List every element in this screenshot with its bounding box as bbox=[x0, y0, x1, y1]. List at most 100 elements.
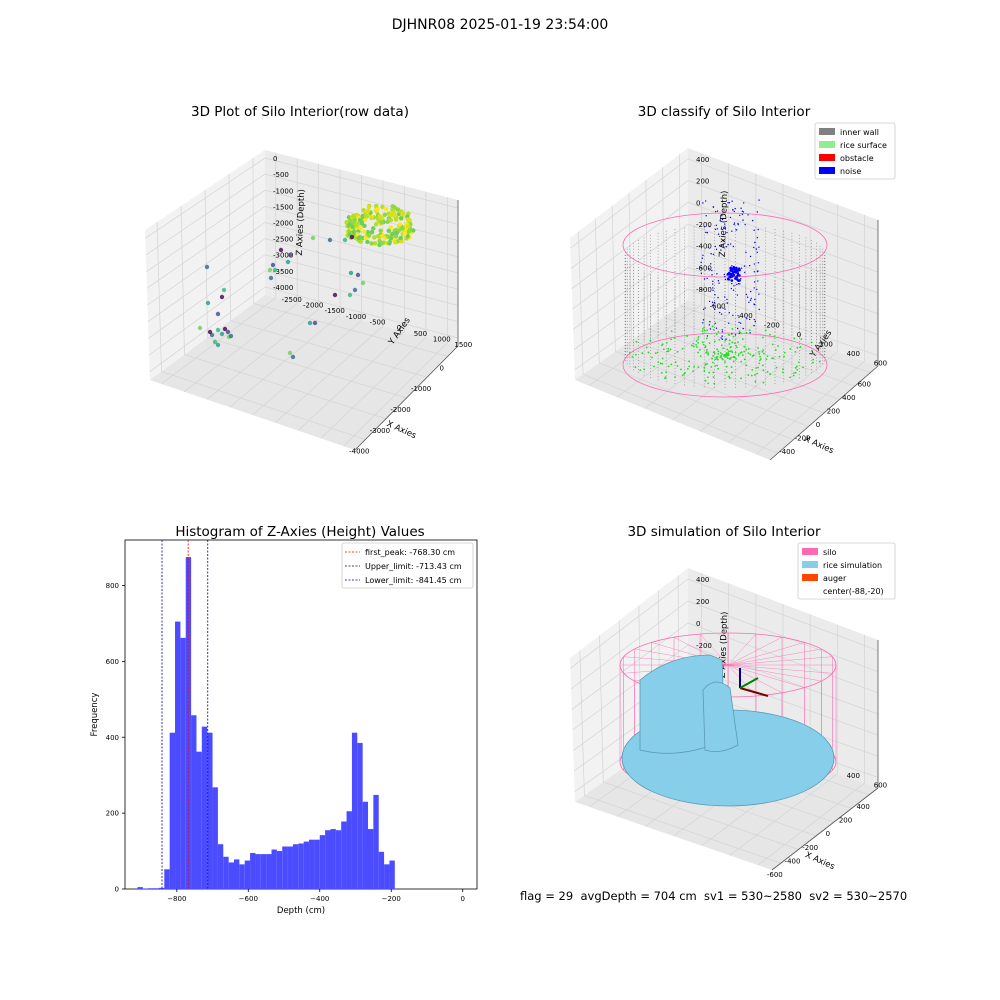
p2-rice-point bbox=[725, 353, 727, 355]
p2-noise-point bbox=[742, 219, 743, 220]
p2-rice-point bbox=[728, 334, 730, 336]
p2-noise-point bbox=[754, 299, 755, 300]
p2-noise-point bbox=[713, 254, 714, 255]
p2-rice-point bbox=[655, 352, 657, 354]
p2-noise-point bbox=[701, 273, 702, 274]
p1-scatter-point bbox=[220, 332, 224, 336]
p1-ring-point bbox=[380, 205, 384, 209]
p2-noise-point bbox=[737, 279, 740, 282]
p2-noise-point bbox=[731, 200, 732, 201]
p2-rice-point bbox=[702, 333, 704, 335]
p1-scatter-point bbox=[205, 265, 209, 269]
p1-ring-point bbox=[365, 240, 369, 244]
p2-noise-point bbox=[712, 287, 713, 288]
p2-x-tick-label: 400 bbox=[842, 394, 855, 402]
p1-ring-point bbox=[406, 224, 410, 228]
p2-noise-point bbox=[731, 270, 734, 273]
p2-noise-point bbox=[716, 249, 717, 250]
p2-rice-point bbox=[663, 348, 665, 350]
p1-ring-point bbox=[387, 241, 391, 245]
p2-rice-point bbox=[782, 372, 784, 374]
p2-rice-point bbox=[677, 351, 679, 353]
p2-noise-point bbox=[718, 282, 719, 283]
p2-rice-point bbox=[793, 338, 795, 340]
p2-rice-point bbox=[728, 354, 730, 356]
p2-noise-point bbox=[708, 247, 709, 248]
p1-ring-point bbox=[372, 235, 376, 239]
p2-noise-point bbox=[754, 271, 755, 272]
p2-y-tick-label: -600 bbox=[710, 303, 726, 311]
p2-rice-point bbox=[704, 330, 706, 332]
p2-rice-point bbox=[812, 362, 814, 364]
p2-rice-point bbox=[635, 366, 637, 368]
p1-scatter-point bbox=[208, 330, 212, 334]
p2-noise-point bbox=[754, 304, 755, 305]
panel1-3d-scatter: -4000-3000-2000-10000150010005000-500-10… bbox=[130, 140, 510, 470]
p2-rice-point bbox=[800, 338, 802, 340]
p2-rice-point bbox=[737, 341, 739, 343]
p3-histogram-bar bbox=[368, 829, 373, 889]
p2-rice-point bbox=[662, 343, 664, 345]
p2-noise-point bbox=[756, 289, 757, 290]
p2-rice-point bbox=[745, 349, 747, 351]
p2-rice-point bbox=[688, 360, 690, 362]
p3-y-tick-label: 200 bbox=[106, 810, 119, 818]
p2-rice-point bbox=[688, 365, 690, 367]
p2-noise-point bbox=[757, 237, 758, 238]
p2-rice-point bbox=[674, 337, 676, 339]
p1-ring-point bbox=[376, 234, 380, 238]
p3-y-tick-label: 800 bbox=[106, 582, 119, 590]
p1-ring-point bbox=[402, 232, 406, 236]
p3-histogram-bar bbox=[325, 830, 330, 889]
p2-rice-point bbox=[736, 346, 738, 348]
p2-noise-point bbox=[728, 273, 731, 276]
p3-histogram-bar bbox=[309, 840, 314, 889]
p3-histogram-bar bbox=[138, 887, 143, 889]
p1-z-tick-label: 0 bbox=[273, 155, 277, 163]
p2-rice-point bbox=[713, 329, 715, 331]
p3-histogram-bar bbox=[293, 844, 298, 889]
p2-noise-point bbox=[744, 272, 745, 273]
p3-histogram-bar bbox=[363, 802, 368, 889]
p2-noise-point bbox=[722, 331, 723, 332]
p1-scatter-point bbox=[216, 328, 220, 332]
p2-rice-point bbox=[742, 338, 744, 340]
p2-rice-point bbox=[717, 356, 719, 358]
p2-rice-point bbox=[716, 365, 718, 367]
p2-noise-point bbox=[758, 199, 759, 200]
p1-ring-point bbox=[360, 221, 364, 225]
p2-noise-point bbox=[740, 278, 741, 279]
p3-histogram-bar bbox=[341, 821, 346, 889]
p2-legend-label: rice surface bbox=[840, 141, 887, 150]
p3-histogram-bar bbox=[347, 811, 352, 889]
p2-noise-point bbox=[757, 271, 758, 272]
p2-noise-point bbox=[747, 214, 748, 215]
p4-x-tick-label: 0 bbox=[826, 830, 830, 838]
p1-ring-point bbox=[384, 207, 388, 211]
p2-rice-point bbox=[670, 338, 672, 340]
p1-scatter-point bbox=[216, 343, 220, 347]
p2-noise-point bbox=[705, 200, 706, 201]
p2-rice-point bbox=[703, 344, 705, 346]
p1-scatter-point bbox=[308, 321, 312, 325]
p2-noise-point bbox=[738, 322, 739, 323]
p2-noise-point bbox=[733, 224, 734, 225]
p2-z-tick-label: 0 bbox=[696, 199, 700, 207]
p2-rice-point bbox=[731, 366, 733, 368]
p1-scatter-point bbox=[268, 268, 272, 272]
p2-rice-point bbox=[739, 330, 741, 332]
p2-noise-point bbox=[733, 246, 734, 247]
p2-rice-point bbox=[698, 336, 700, 338]
p1-scatter-point bbox=[311, 236, 315, 240]
panel2-title: 3D classify of Silo Interior bbox=[574, 104, 874, 120]
p2-noise-point bbox=[703, 289, 704, 290]
p2-rice-point bbox=[762, 337, 764, 339]
p1-ring-point bbox=[378, 228, 382, 232]
p1-scatter-point bbox=[361, 281, 365, 285]
p3-histogram-bar bbox=[234, 859, 239, 889]
p4-z-tick-label: 200 bbox=[696, 598, 709, 606]
p2-rice-point bbox=[712, 355, 714, 357]
p3-x-tick-label: −200 bbox=[382, 895, 401, 903]
panel1-title: 3D Plot of Silo Interior(row data) bbox=[150, 104, 450, 120]
p2-rice-point bbox=[687, 368, 689, 370]
